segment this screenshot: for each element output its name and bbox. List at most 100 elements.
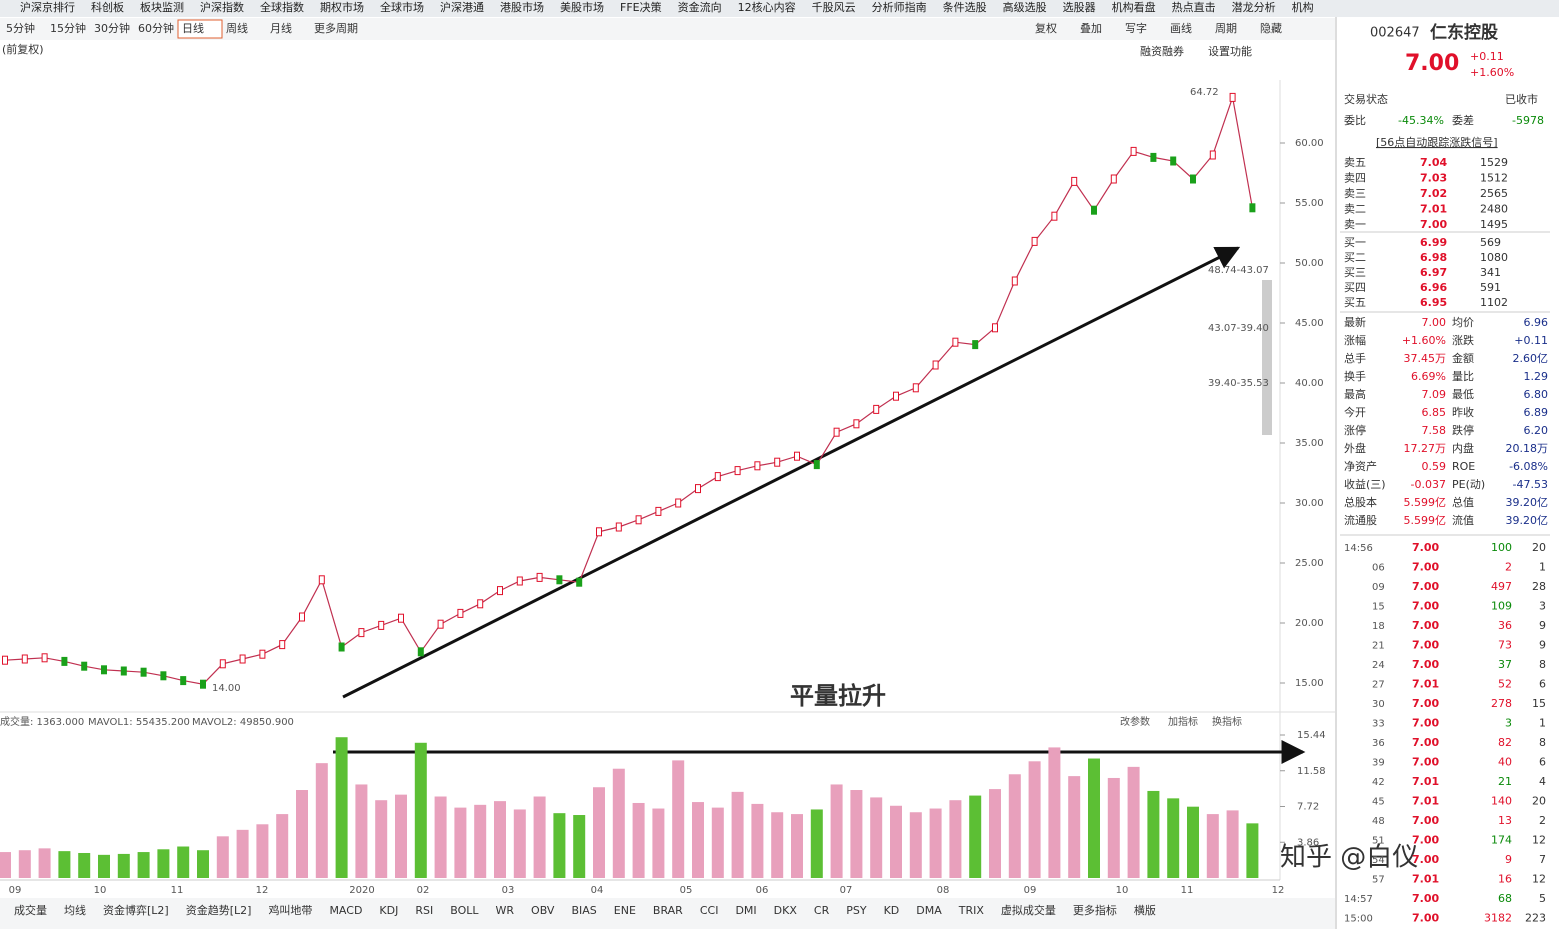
indicator-tab[interactable]: 成交量	[14, 903, 47, 917]
indicator-tab[interactable]: ENE	[614, 904, 636, 917]
stat-label: ROE	[1452, 460, 1475, 473]
trade-count: 6	[1539, 678, 1546, 691]
menu-item[interactable]: 机构	[1292, 0, 1314, 14]
indicator-tab[interactable]: 更多指标	[1073, 903, 1117, 917]
tool-button[interactable]: 写字	[1125, 21, 1147, 35]
trade-count: 15	[1532, 697, 1546, 710]
period-tab[interactable]: 60分钟	[138, 21, 174, 35]
menu-item[interactable]: 港股市场	[500, 0, 544, 14]
menu-item[interactable]: 美股市场	[560, 0, 604, 14]
signal-link[interactable]: [56点自动跟踪涨跌信号]	[1376, 135, 1498, 149]
indicator-tab[interactable]: KD	[884, 904, 900, 917]
period-tab[interactable]: 5分钟	[6, 21, 35, 35]
period-tab[interactable]: 月线	[270, 21, 292, 35]
y-tick-label: 7.72	[1297, 802, 1319, 813]
menu-item[interactable]: 条件选股	[943, 0, 987, 14]
trade-count: 223	[1525, 912, 1546, 925]
volume-bar	[810, 809, 823, 878]
period-tab[interactable]: 30分钟	[94, 21, 130, 35]
period-tab[interactable]: 更多周期	[314, 21, 358, 35]
menu-item[interactable]: 期权市场	[320, 0, 364, 14]
indicator-tab[interactable]: 均线	[64, 903, 86, 917]
menu-item[interactable]: 沪深京排行	[20, 0, 75, 14]
menu-item[interactable]: 选股器	[1063, 1, 1096, 14]
month-label: 10	[1116, 885, 1129, 896]
indicator-tab[interactable]: BIAS	[571, 904, 596, 917]
trade-time: 48	[1372, 816, 1385, 827]
menu-item[interactable]: 全球市场	[380, 0, 424, 14]
tool-button[interactable]: 复权	[1035, 21, 1057, 35]
stat-value: 1.29	[1524, 370, 1549, 383]
indicator-tab[interactable]: MACD	[329, 904, 362, 917]
menu-item[interactable]: 科创板	[91, 0, 124, 14]
menu-item[interactable]: 热点直击	[1172, 0, 1216, 14]
indicator-tab[interactable]: KDJ	[379, 904, 398, 917]
volume-bar	[98, 854, 110, 878]
indicator-tab[interactable]: TRIX	[958, 904, 985, 917]
menu-item[interactable]: 机构看盘	[1112, 0, 1156, 14]
period-tab[interactable]: 日线	[182, 21, 204, 35]
candle	[972, 340, 979, 350]
period-tab[interactable]: 15分钟	[50, 21, 86, 35]
book-volume: 2480	[1480, 203, 1508, 216]
indicator-tab[interactable]: WR	[496, 904, 515, 917]
trade-time: 18	[1372, 621, 1385, 632]
tool-button[interactable]: 周期	[1215, 22, 1237, 35]
indicator-tab[interactable]: BRAR	[653, 904, 683, 917]
indicator-tab[interactable]: OBV	[531, 904, 555, 917]
trade-time: 24	[1372, 660, 1385, 671]
tool-button[interactable]: 叠加	[1080, 22, 1102, 35]
active-period	[177, 19, 223, 39]
candle	[200, 679, 206, 689]
menu-item[interactable]: 全球指数	[260, 0, 304, 14]
y-tick-label: 3.86	[1297, 837, 1319, 848]
indicator-tab[interactable]: DMI	[735, 904, 756, 917]
low-label: 14.00	[212, 683, 241, 694]
volume-button[interactable]: 换指标	[1212, 715, 1242, 728]
menu-item[interactable]: 板块监测	[140, 0, 184, 14]
volume-bar	[236, 829, 249, 878]
indicator-tab[interactable]: DMA	[916, 904, 942, 917]
indicator-tab[interactable]: DKX	[774, 904, 798, 917]
stat-label: 收益(三)	[1344, 477, 1386, 491]
indicator-tab[interactable]: 横版	[1134, 903, 1156, 917]
trade-count: 9	[1539, 639, 1546, 652]
trade-count: 3	[1539, 600, 1546, 613]
stat-value: 39.20亿	[1506, 514, 1549, 527]
menu-item[interactable]: 分析师指南	[872, 0, 927, 14]
tool-button[interactable]: 隐藏	[1260, 22, 1282, 35]
volume-bar	[335, 737, 348, 878]
menu-item[interactable]: FFE决策	[620, 0, 662, 14]
indicator-tab[interactable]: 资金趋势[L2]	[186, 903, 252, 917]
menu-item[interactable]: 12核心内容	[738, 0, 796, 14]
scroll-bar[interactable]	[1262, 280, 1272, 435]
volume-bar	[949, 800, 962, 878]
menu-item[interactable]: 潜龙分析	[1232, 0, 1276, 14]
volume-button[interactable]: 改参数	[1120, 715, 1150, 728]
menu-item[interactable]: 沪深港通	[440, 0, 484, 14]
menu-item[interactable]: 沪深指数	[200, 0, 244, 14]
trade-volume: 73	[1498, 639, 1512, 652]
period-tab[interactable]: 周线	[226, 21, 248, 35]
menu-item[interactable]: 千股风云	[812, 1, 856, 14]
indicator-tab[interactable]: RSI	[415, 904, 433, 917]
indicator-tab[interactable]: CR	[814, 904, 830, 917]
tool-button[interactable]: 画线	[1170, 21, 1192, 35]
header-button[interactable]: 融资融券	[1140, 44, 1184, 58]
month-label: 03	[502, 885, 515, 896]
header-button[interactable]: 设置功能	[1208, 44, 1252, 58]
indicator-tab[interactable]: BOLL	[450, 904, 479, 917]
indicator-tab[interactable]: CCI	[700, 904, 719, 917]
order-ratio: -45.34%	[1398, 114, 1444, 127]
indicator-tab[interactable]: PSY	[846, 904, 867, 917]
stat-value: 37.45万	[1404, 352, 1447, 365]
indicator-tab[interactable]: 鸡叫地带	[268, 903, 312, 917]
trade-volume: 497	[1491, 580, 1512, 593]
trade-price: 7.00	[1412, 892, 1439, 905]
volume-button[interactable]: 加指标	[1168, 715, 1198, 728]
trade-time: 09	[1372, 582, 1385, 593]
menu-item[interactable]: 资金流向	[678, 0, 722, 14]
indicator-tab[interactable]: 资金博弈[L2]	[103, 903, 169, 917]
indicator-tab[interactable]: 虚拟成交量	[1001, 903, 1056, 917]
menu-item[interactable]: 高级选股	[1003, 0, 1047, 14]
